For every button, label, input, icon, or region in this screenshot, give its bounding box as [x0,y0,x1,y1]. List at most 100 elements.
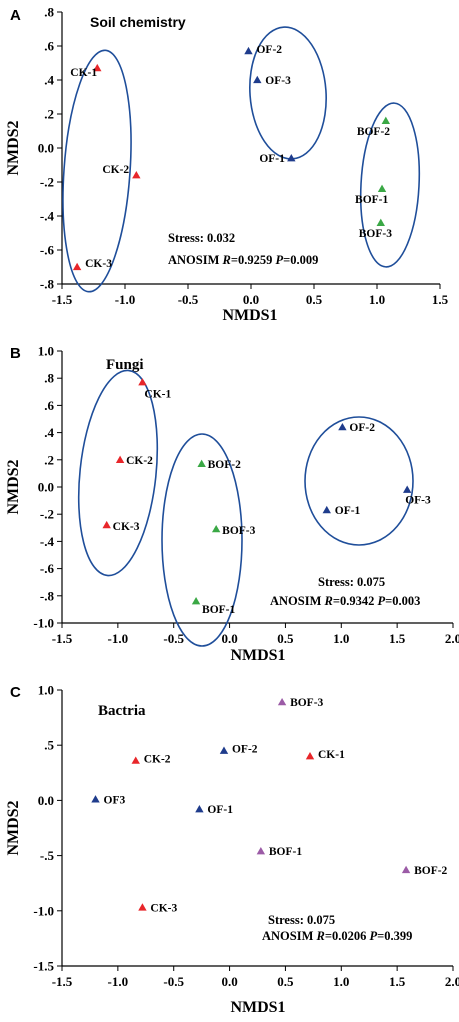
y-tick-label: 0.0 [38,141,54,156]
y-tick-label: -1.0 [33,616,54,631]
point-label-of-1: OF-1 [335,505,361,517]
point-marker-of-1 [195,805,204,813]
point-marker-of-3 [402,485,412,493]
point-label-of-3: OF-3 [405,495,431,507]
x-tick-label: -0.5 [163,631,184,646]
y-tick-label: .8 [44,371,54,386]
x-tick-label: 2.0 [445,974,459,989]
point-label-of3: OF3 [104,794,126,806]
x-tick-label: -1.0 [108,631,129,646]
panel-a-soil-chemistry: A -1.5 -1.0 -0.5 0.0 0.5 1.0 1.5 .8 .6 .4 .2 0.0 -.2 -… [5,5,449,325]
panel-title: Fungi [106,357,144,373]
panel-letter: A [10,7,21,24]
y-tick-label: 0.0 [38,480,54,495]
y-axis-label: NMDS2 [5,120,22,175]
point-marker-of-1 [322,505,331,514]
point-marker-bof-1 [377,184,387,192]
point-marker-bof-3 [277,697,287,706]
x-axis-label: NMDS1 [222,307,277,324]
point-label-of-3: OF-3 [265,75,291,87]
point-marker-of-2 [244,46,253,55]
point-label-bof-2: BOF-2 [414,865,447,877]
x-axis-label: NMDS1 [230,647,285,664]
y-tick-label: -.8 [40,277,55,292]
stress-value: Stress: 0.075 [268,913,335,927]
ck-group-ellipse [77,369,159,577]
of-group-ellipse [304,416,414,546]
x-tick-label: 0.5 [277,631,294,646]
x-tick-label: 1.0 [369,292,385,307]
y-tick-label: 0.0 [38,793,54,808]
x-axis-label: NMDS1 [230,999,285,1016]
point-marker-of-2 [219,746,229,754]
point-label-ck-1: CK-1 [70,67,97,79]
x-tick-label: 1.0 [333,974,349,989]
anosim-stat: ANOSIM R=0.0206 P=0.399 [262,929,412,943]
anosim-stat: ANOSIM R=0.9342 P=0.003 [270,594,420,608]
x-tick-label: -1.5 [52,974,73,989]
y-tick-label: .8 [44,5,54,20]
point-marker-of-2 [338,422,347,431]
y-tick-label: -.2 [40,175,54,190]
point-label-bof-2: BOF-2 [208,459,241,471]
y-tick-label: -.5 [40,848,55,863]
point-marker-ck-3 [72,262,82,271]
y-tick-label: -1.5 [33,959,54,974]
panel-c-bactria: C -1.5 -1.0 -0.5 0.0 0.5 1.0 1.5 2.0 1.0 .5 0.0 -.5 -… [5,683,459,1017]
point-label-ck-3: CK-3 [85,258,112,270]
y-tick-label: 1.0 [38,683,54,698]
point-label-ck-3: CK-3 [150,902,177,914]
y-tick-label: .6 [44,398,54,413]
point-marker-of3 [91,795,100,803]
point-marker-ck-1 [305,752,315,760]
point-label-of-1: OF-1 [259,153,285,165]
y-tick-label: .4 [44,73,54,88]
point-marker-of-3 [253,75,262,84]
x-tick-label: -0.5 [163,974,184,989]
point-label-bof-3: BOF-3 [290,697,323,709]
point-marker-bof-3 [376,218,385,226]
x-tick-label: -1.5 [52,631,73,646]
y-axis-label: NMDS2 [5,459,22,514]
y-tick-label: .5 [44,738,54,753]
point-marker-bof-1 [191,597,201,605]
y-tick-label: -.4 [40,209,55,224]
point-marker-ck-1 [138,378,147,386]
x-tick-label: 1.5 [389,631,406,646]
y-tick-label: -.6 [40,561,55,576]
point-label-bof-3: BOF-3 [222,525,255,537]
x-tick-label: 0.5 [306,292,323,307]
stress-value: Stress: 0.075 [318,575,385,589]
x-tick-label: 1.5 [389,974,406,989]
point-marker-ck-2 [131,756,140,764]
point-label-ck-2: CK-2 [126,455,153,467]
bof-group-ellipse [359,102,421,268]
point-marker-bof-2 [197,459,206,468]
y-tick-label: .4 [44,425,54,440]
y-tick-label: .6 [44,39,54,54]
point-label-ck-3: CK-3 [113,521,140,533]
point-marker-ck-1 [93,63,102,72]
x-tick-label: 0.0 [221,974,237,989]
point-marker-bof-2 [381,116,391,124]
ck-group-ellipse [62,49,132,293]
panel-b-fungi: B-1.5 -1.0 -0.5 0.0 0.5 1.0 1.5 2.01.0.8.6.4.20… [5,344,459,665]
point-marker-bof-3 [211,524,221,533]
point-marker-ck-3 [102,520,111,529]
point-label-of-2: OF-2 [256,44,282,56]
point-label-ck-2: CK-2 [144,754,171,766]
x-tick-label: -1.0 [115,292,136,307]
point-label-ck-1: CK-1 [144,388,171,400]
stress-value: Stress: 0.032 [168,231,235,245]
x-tick-label: 0.0 [221,631,237,646]
x-tick-label: 0.5 [277,974,294,989]
point-marker-ck-2 [115,455,125,463]
y-tick-label: -.8 [40,588,55,603]
point-marker-ck-2 [132,171,141,179]
y-tick-label: 1.0 [38,344,54,359]
panel-letter: C [10,684,21,701]
x-tick-label: 1.0 [333,631,349,646]
x-tick-label: -1.0 [108,974,129,989]
point-marker-of-1 [287,154,296,162]
point-marker-bof-2 [401,865,411,874]
